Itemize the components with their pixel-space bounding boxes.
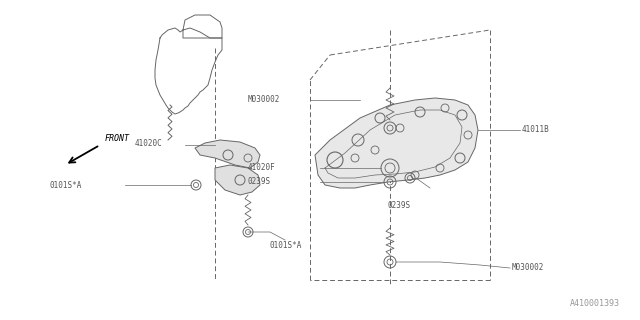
Text: 41020C: 41020C	[135, 140, 163, 148]
Polygon shape	[315, 98, 478, 188]
Polygon shape	[215, 165, 260, 195]
Text: M030002: M030002	[512, 263, 545, 273]
Text: 41011B: 41011B	[522, 125, 550, 134]
Text: 0101S*A: 0101S*A	[270, 241, 302, 250]
Text: 0239S: 0239S	[388, 201, 411, 210]
Text: 0239S: 0239S	[248, 178, 271, 187]
Polygon shape	[195, 140, 260, 168]
Text: 41020F: 41020F	[248, 164, 276, 172]
Text: 0101S*A: 0101S*A	[50, 181, 83, 190]
Text: FRONT: FRONT	[105, 134, 130, 143]
Text: A410001393: A410001393	[570, 299, 620, 308]
Text: M030002: M030002	[248, 95, 280, 105]
